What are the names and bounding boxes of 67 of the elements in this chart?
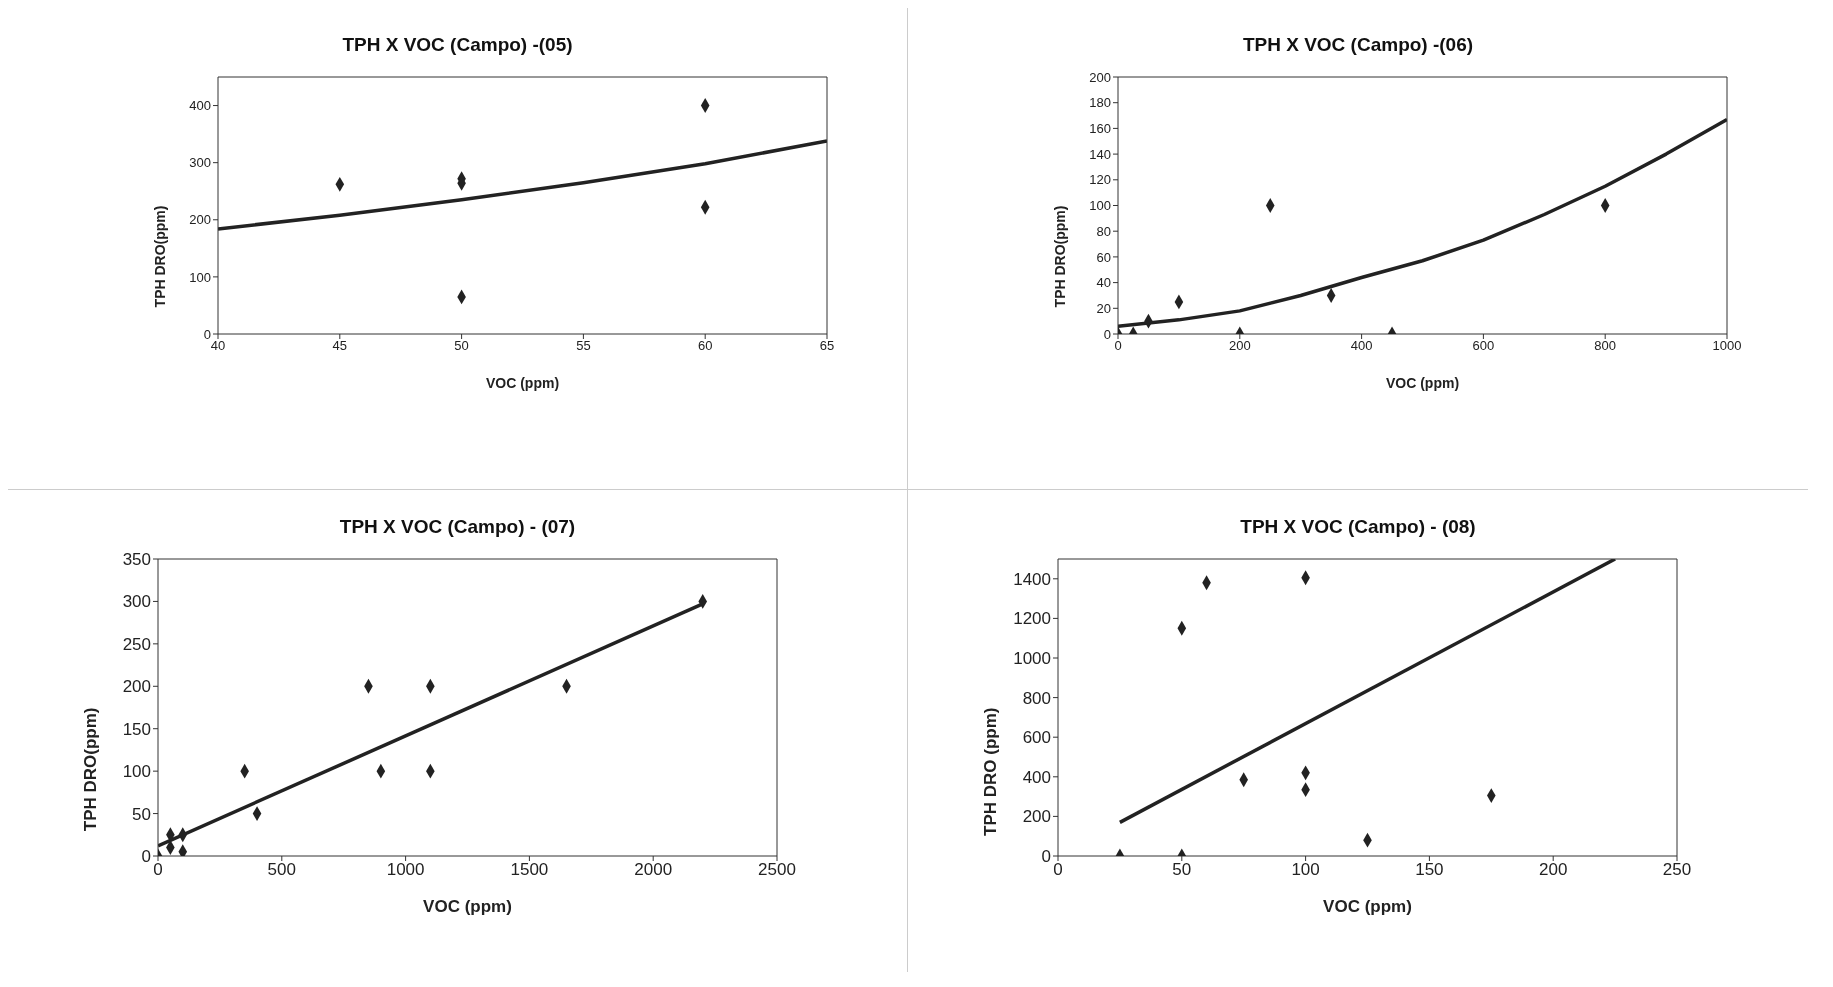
x-tick-label: 200 xyxy=(1539,860,1568,880)
x-tick-label: 65 xyxy=(819,338,835,354)
x-axis-title: VOC (ppm) xyxy=(1323,897,1412,917)
y-tick-label: 1200 xyxy=(1013,609,1051,629)
x-tick-label: 2000 xyxy=(634,860,673,880)
y-tick-label: 40 xyxy=(1096,275,1111,291)
x-tick-label: 60 xyxy=(697,338,713,354)
y-tick-label: 200 xyxy=(122,677,151,697)
y-tick-label: 50 xyxy=(132,804,151,824)
x-tick-label: 800 xyxy=(1594,338,1617,354)
y-tick-label: 1000 xyxy=(1013,649,1051,669)
x-tick-label: 600 xyxy=(1472,338,1495,354)
y-axis-title: TPH DRO (ppm) xyxy=(981,707,1001,836)
chart-title: TPH X VOC (Campo) -(05) xyxy=(341,33,574,57)
y-axis-title: TPH DRO(ppm) xyxy=(151,205,168,308)
x-tick-label: 40 xyxy=(210,338,226,354)
chart-title: TPH X VOC (Campo) -(06) xyxy=(1241,33,1475,57)
y-tick-label: 300 xyxy=(189,155,211,171)
x-tick-label: 55 xyxy=(576,338,591,354)
x-tick-label: 200 xyxy=(1228,338,1251,354)
y-tick-label: 150 xyxy=(122,719,151,739)
x-tick-label: 45 xyxy=(332,338,348,354)
y-axis-title: TPH DRO(ppm) xyxy=(1051,205,1068,308)
y-tick-label: 200 xyxy=(1022,807,1051,827)
y-tick-label: 350 xyxy=(122,550,151,570)
y-tick-label: 300 xyxy=(122,592,151,612)
y-tick-label: 120 xyxy=(1089,172,1111,188)
x-tick-label: 1500 xyxy=(510,860,549,880)
y-tick-label: 100 xyxy=(189,269,211,285)
y-tick-label: 100 xyxy=(1089,198,1111,214)
line-series xyxy=(218,139,827,231)
y-tick-label: 0 xyxy=(141,847,151,867)
x-tick-label: 2500 xyxy=(758,860,796,880)
y-tick-label: 400 xyxy=(1022,767,1051,787)
x-tick-label: 1000 xyxy=(386,860,425,880)
x-tick-label: 100 xyxy=(1291,860,1320,880)
y-tick-label: 0 xyxy=(1041,847,1051,867)
y-tick-label: 180 xyxy=(1089,95,1111,111)
chart-title: TPH X VOC (Campo) - (07) xyxy=(338,515,577,539)
y-tick-label: 140 xyxy=(1089,146,1111,162)
y-tick-label: 200 xyxy=(189,212,211,228)
x-axis-title: VOC (ppm) xyxy=(485,374,560,391)
y-tick-label: 800 xyxy=(1022,688,1051,708)
y-tick-label: 0 xyxy=(203,326,211,342)
y-tick-label: 1400 xyxy=(1013,569,1051,589)
x-tick-label: 250 xyxy=(1662,860,1692,880)
y-tick-label: 0 xyxy=(1103,326,1111,342)
x-tick-label: 50 xyxy=(454,338,469,354)
x-tick-label: 150 xyxy=(1415,860,1444,880)
x-tick-label: 400 xyxy=(1350,338,1373,354)
y-tick-label: 100 xyxy=(122,762,151,782)
y-tick-label: 600 xyxy=(1022,728,1051,748)
x-tick-label: 0 xyxy=(1114,338,1122,354)
y-axis-title: TPH DRO(ppm) xyxy=(81,707,101,832)
x-axis-title: VOC (ppm) xyxy=(1385,374,1460,391)
y-tick-label: 400 xyxy=(189,98,211,114)
y-tick-label: 20 xyxy=(1096,300,1111,316)
y-tick-label: 160 xyxy=(1089,121,1111,137)
x-axis-title: VOC (ppm) xyxy=(423,897,512,917)
y-tick-label: 80 xyxy=(1096,223,1111,239)
y-tick-label: 200 xyxy=(1089,69,1111,85)
x-tick-label: 50 xyxy=(1172,860,1192,880)
x-tick-label: 1000 xyxy=(1712,338,1742,354)
y-tick-label: 60 xyxy=(1096,249,1111,265)
x-tick-label: 500 xyxy=(267,860,296,880)
chart-title: TPH X VOC (Campo) - (08) xyxy=(1239,515,1477,539)
y-tick-label: 250 xyxy=(122,634,151,654)
